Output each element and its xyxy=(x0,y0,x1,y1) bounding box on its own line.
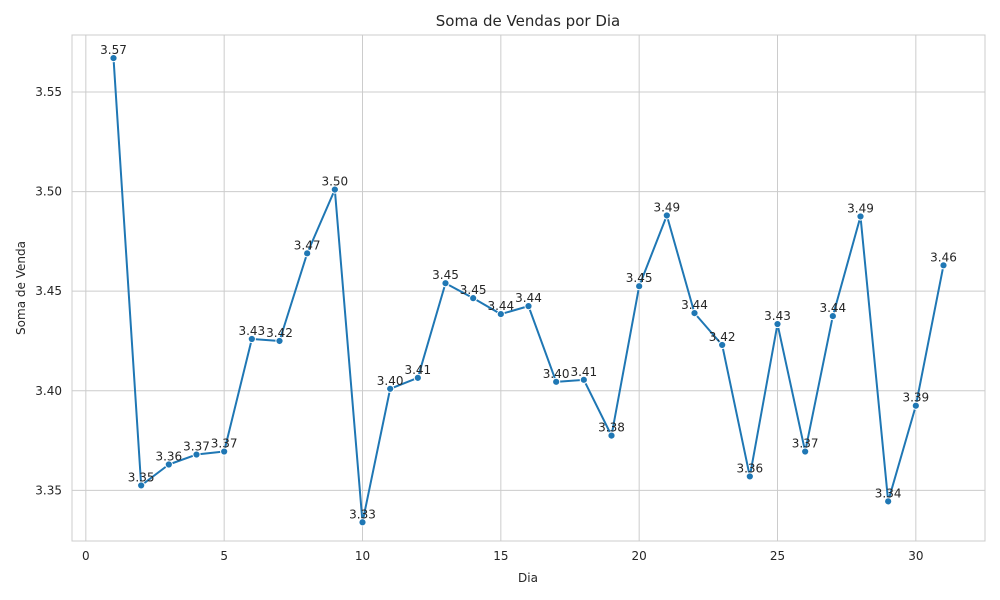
y-tick-label: 3.45 xyxy=(35,284,62,298)
data-label: 3.40 xyxy=(377,374,404,388)
chart-title: Soma de Vendas por Dia xyxy=(436,12,620,30)
data-label: 3.41 xyxy=(404,363,431,377)
data-label: 3.39 xyxy=(902,391,929,405)
data-point xyxy=(330,185,339,194)
data-label: 3.50 xyxy=(321,175,348,189)
data-point xyxy=(303,249,312,258)
x-tick-label: 30 xyxy=(908,549,923,563)
data-label: 3.37 xyxy=(792,437,819,451)
data-label: 3.42 xyxy=(266,326,293,340)
x-axis-label: Dia xyxy=(518,571,538,585)
data-label: 3.47 xyxy=(294,238,321,252)
y-tick-label: 3.35 xyxy=(35,483,62,497)
data-point xyxy=(828,311,837,321)
data-point xyxy=(220,447,229,456)
data-label: 3.45 xyxy=(460,283,487,297)
data-label: 3.43 xyxy=(764,309,791,323)
data-point xyxy=(662,211,671,220)
data-label: 3.49 xyxy=(847,201,874,215)
data-labels: 3.573.353.363.37 3.373.43 3.423.473.503.33… xyxy=(100,43,957,521)
data-label: 3.36 xyxy=(155,450,182,464)
data-label: 3.35 xyxy=(128,470,155,484)
data-points xyxy=(109,54,948,527)
data-point xyxy=(192,450,201,459)
data-label: 3.45 xyxy=(626,271,653,285)
data-point xyxy=(386,384,395,393)
x-axis-ticks: 0 5 10 15 20 25 30 xyxy=(82,549,923,563)
data-point xyxy=(911,401,920,410)
data-point xyxy=(358,518,367,527)
data-label: 3.45 xyxy=(432,268,459,282)
data-point xyxy=(745,472,754,481)
data-point xyxy=(496,309,505,319)
data-point xyxy=(718,340,727,350)
data-label: 3.33 xyxy=(349,507,376,521)
data-label: 3.44 xyxy=(819,301,846,315)
data-point xyxy=(690,309,699,318)
x-tick-label: 0 xyxy=(82,549,90,563)
data-point xyxy=(635,282,644,291)
y-tick-label: 3.50 xyxy=(35,185,62,199)
data-point xyxy=(413,373,422,382)
data-point xyxy=(469,294,478,303)
data-point xyxy=(773,319,782,329)
data-point xyxy=(579,375,588,384)
data-label: 3.41 xyxy=(570,365,597,379)
data-label: 3.37 xyxy=(211,437,238,451)
data-label: 3.37 xyxy=(183,440,210,454)
y-axis-ticks: 3.35 3.40 3.45 3.50 3.55 xyxy=(35,85,62,497)
data-label: 3.38 xyxy=(598,421,625,435)
data-label: 3.42 xyxy=(709,330,736,344)
x-tick-label: 15 xyxy=(493,549,508,563)
data-label: 3.44 xyxy=(515,291,542,305)
x-tick-label: 5 xyxy=(220,549,228,563)
data-point xyxy=(109,54,118,63)
data-point xyxy=(801,447,810,456)
data-label: 3.40 xyxy=(543,367,570,381)
plot-area xyxy=(71,34,986,542)
data-label: 3.57 xyxy=(100,43,127,57)
data-point xyxy=(441,279,450,288)
data-point xyxy=(137,481,146,490)
data-point xyxy=(856,212,865,221)
data-label: 3.43 xyxy=(238,324,265,338)
x-tick-label: 20 xyxy=(632,549,647,563)
x-tick-label: 10 xyxy=(355,549,370,563)
data-label: 3.44 xyxy=(487,299,514,313)
data-point xyxy=(275,336,284,346)
data-label: 3.36 xyxy=(736,461,763,475)
data-label: 3.44 xyxy=(681,298,708,312)
data-label: 3.46 xyxy=(930,250,957,264)
data-point xyxy=(247,334,256,344)
y-axis-label: Soma de Venda xyxy=(14,241,28,335)
y-tick-label: 3.55 xyxy=(35,85,62,99)
data-point xyxy=(607,431,616,440)
data-label: 3.49 xyxy=(653,200,680,214)
x-tick-label: 25 xyxy=(770,549,785,563)
y-tick-label: 3.40 xyxy=(35,384,62,398)
data-label: 3.34 xyxy=(875,486,902,500)
data-point xyxy=(939,261,948,270)
data-point xyxy=(524,302,533,311)
data-point xyxy=(884,497,893,506)
data-point xyxy=(552,377,561,386)
data-point xyxy=(164,460,173,469)
